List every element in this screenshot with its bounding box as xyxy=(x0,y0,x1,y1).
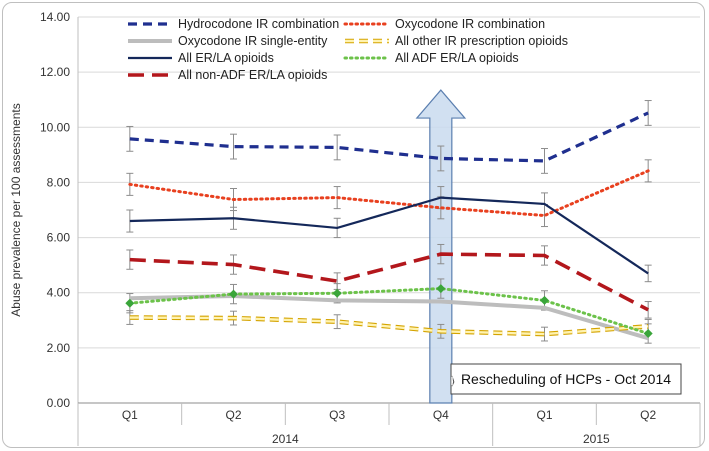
series-2-line xyxy=(129,294,649,341)
series-5-marker xyxy=(436,284,446,294)
series-0-line xyxy=(129,111,649,163)
legend-label: All ER/LA opioids xyxy=(178,51,274,65)
legend-entry: Oxycodone IR single-entity xyxy=(128,34,328,48)
series-5-marker xyxy=(229,289,238,299)
series-1-line xyxy=(128,169,650,218)
legend-entry: Hydrocodone IR combination xyxy=(128,17,339,31)
legend-label: All non-ADF ER/LA opioids xyxy=(178,68,327,82)
x-tick-label: Q1 xyxy=(536,408,552,422)
legend-label: All other IR prescription opioids xyxy=(395,34,568,48)
series-5-marker xyxy=(125,298,135,308)
legend-label: Oxycodone IR combination xyxy=(395,17,545,31)
x-tick-label: Q4 xyxy=(433,408,449,422)
series-5-line xyxy=(128,287,650,336)
legend-entry: All non-ADF ER/LA opioids xyxy=(128,68,327,82)
y-tick-label: 10.00 xyxy=(40,120,70,134)
x-tick-label: Q1 xyxy=(122,408,138,422)
y-tick-label: 14.00 xyxy=(40,10,70,24)
y-tick-label: 0.00 xyxy=(47,396,71,410)
legend-label: All ADF ER/LA opioids xyxy=(395,51,519,65)
legend-label: Hydrocodone IR combination xyxy=(178,17,339,31)
legend-entry: All ER/LA opioids xyxy=(128,51,274,65)
legend-label: Oxycodone IR single-entity xyxy=(178,34,328,48)
series-5-marker xyxy=(540,295,549,305)
y-tick-label: 2.00 xyxy=(47,341,71,355)
x-tick-label: Q3 xyxy=(329,408,345,422)
annotation-text: Rescheduling of HCPs - Oct 2014 xyxy=(461,371,671,387)
y-tick-label: 6.00 xyxy=(47,231,71,245)
legend-entry: All ADF ER/LA opioids xyxy=(343,51,519,65)
x-tick-label: Q2 xyxy=(225,408,241,422)
series-4-line xyxy=(129,196,649,275)
y-tick-label: 8.00 xyxy=(47,175,71,189)
legend-entry: All other IR prescription opioids xyxy=(345,34,568,48)
series-5-marker xyxy=(332,288,342,298)
series-3-line xyxy=(129,316,649,336)
x-tick-label: Q2 xyxy=(640,408,656,422)
legend-entry: Oxycodone IR combination xyxy=(343,17,545,31)
series-5-marker xyxy=(643,329,653,339)
series-6-line xyxy=(129,252,650,312)
annotation-box xyxy=(450,363,682,395)
year-group-label: 2014 xyxy=(272,432,299,446)
y-tick-label: 12.00 xyxy=(40,65,70,79)
y-axis-title: Abuse prevalence per 100 assessments xyxy=(9,103,23,316)
year-group-label: 2015 xyxy=(583,432,610,446)
y-tick-label: 4.00 xyxy=(47,286,71,300)
